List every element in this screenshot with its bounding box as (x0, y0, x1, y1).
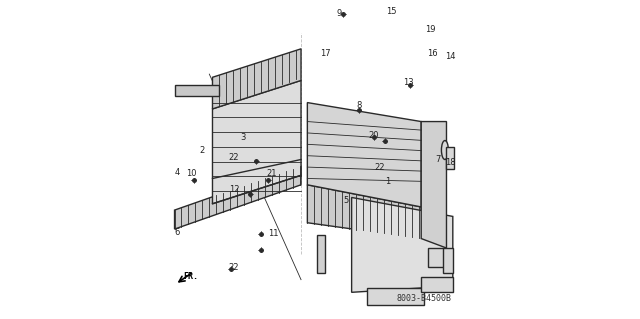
Polygon shape (307, 103, 421, 207)
Text: FR.: FR. (183, 272, 198, 281)
Text: 22: 22 (228, 153, 239, 162)
Text: 17: 17 (321, 49, 331, 58)
FancyBboxPatch shape (428, 248, 447, 267)
Polygon shape (175, 166, 301, 229)
Polygon shape (421, 122, 447, 248)
Text: 20: 20 (369, 131, 379, 140)
Polygon shape (351, 197, 453, 292)
FancyBboxPatch shape (421, 277, 453, 292)
Text: 8: 8 (357, 101, 362, 110)
Text: 11: 11 (268, 229, 278, 238)
Text: 13: 13 (403, 78, 413, 86)
FancyBboxPatch shape (444, 248, 453, 273)
Text: 19: 19 (425, 25, 435, 34)
Polygon shape (212, 80, 301, 204)
Text: 6: 6 (174, 228, 180, 237)
Text: 10: 10 (186, 169, 196, 178)
Text: 8003-B4500B: 8003-B4500B (397, 294, 452, 303)
Text: 22: 22 (228, 263, 239, 271)
FancyBboxPatch shape (175, 85, 219, 96)
FancyBboxPatch shape (367, 287, 424, 305)
Text: 1: 1 (385, 177, 390, 186)
Text: 4: 4 (175, 168, 180, 177)
Text: 9: 9 (337, 9, 342, 18)
Text: 16: 16 (427, 49, 438, 58)
Text: 14: 14 (445, 52, 456, 61)
Text: 21: 21 (267, 169, 277, 178)
FancyBboxPatch shape (447, 147, 454, 169)
Ellipse shape (442, 141, 449, 160)
Text: 7: 7 (435, 155, 440, 164)
Text: 12: 12 (228, 185, 239, 194)
Text: 3: 3 (240, 133, 245, 142)
Text: 5: 5 (343, 196, 349, 205)
Polygon shape (307, 185, 421, 239)
FancyBboxPatch shape (317, 235, 324, 273)
Text: 22: 22 (375, 163, 385, 172)
Text: 15: 15 (386, 7, 397, 16)
Text: 2: 2 (200, 145, 205, 154)
Text: 18: 18 (445, 158, 456, 167)
Polygon shape (212, 49, 301, 109)
